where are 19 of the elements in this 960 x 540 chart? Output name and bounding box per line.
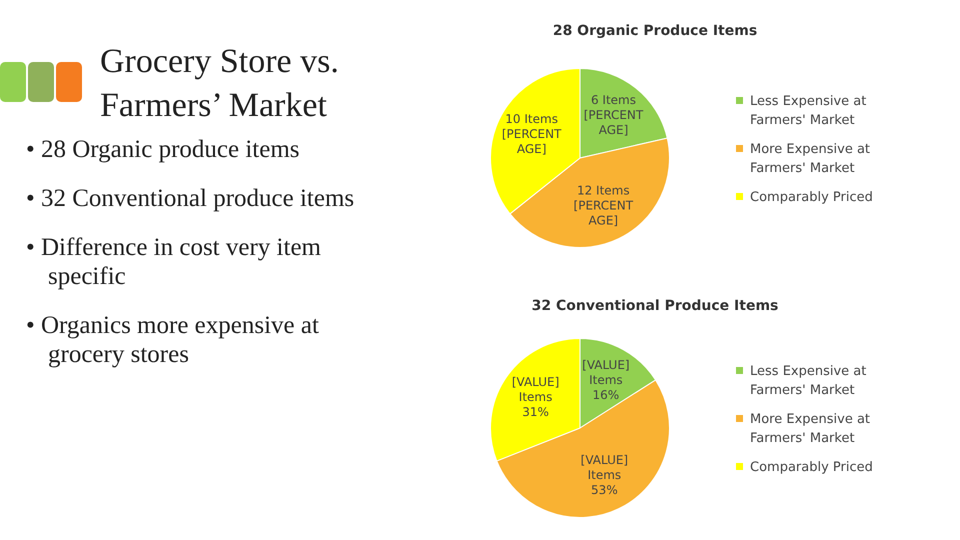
legend-label: Less Expensive at Farmers' Market [749,93,868,130]
data-label: [VALUE] Items 16% [582,358,630,402]
text: • Organics more expensive at grocery stores [26,311,320,369]
data-label: 12 Items [PERCENTAGE] [574,184,634,228]
legend-label: Less Expensive at Farmers' Market [749,363,868,400]
text: • 28 Organic produce items [26,135,300,164]
legend-label: Comparably Priced [749,459,874,477]
chart-title: 32 Conventional Produce Items [530,298,780,314]
data-label: [VALUE] Items 31% [512,374,560,419]
text: Grocery Store vs. Farmers’ Market [100,42,340,126]
data-label: [VALUE] Items 53% [580,452,628,497]
text: • 32 Conventional produce items [26,184,356,213]
legend-label: Comparably Priced [749,189,874,207]
data-label: 6 Items [PERCENTAGE] [584,93,644,138]
data-label: 10 Items [PERCENTAGE] [502,112,562,156]
legend-label: More Expensive at Farmers' Market [749,411,872,448]
legend-label: More Expensive at Farmers' Market [749,141,872,178]
text: • Difference in cost very item specific [26,233,322,291]
chart-title: 28 Organic Produce Items [552,23,758,39]
